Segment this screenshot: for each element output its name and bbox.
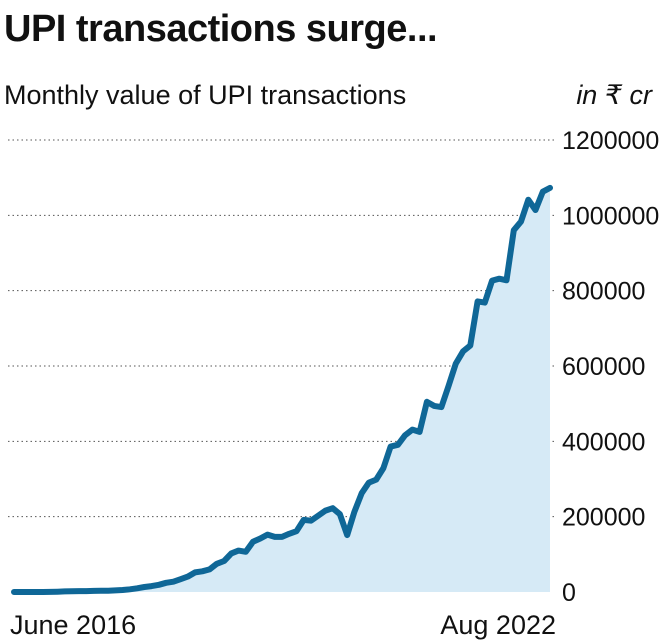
- gridlines: [8, 139, 556, 518]
- y-tick-label: 0: [562, 579, 576, 607]
- chart-title: UPI transactions surge...: [4, 8, 438, 50]
- series-line: [11, 184, 553, 595]
- chart-unit-label: in ₹ cr: [576, 80, 652, 110]
- series-area-fill: [14, 187, 550, 592]
- chart-subtitle: Monthly value of UPI transactions: [4, 80, 407, 110]
- y-tick-label: 1000000: [562, 202, 659, 230]
- y-tick-label: 200000: [562, 504, 645, 532]
- x-axis-start-label: June 2016: [10, 610, 136, 640]
- y-tick-label: 600000: [562, 353, 645, 381]
- x-axis-end-label: Aug 2022: [440, 610, 556, 640]
- y-tick-label: 400000: [562, 428, 645, 456]
- y-tick-label: 1200000: [562, 127, 659, 155]
- y-axis-ticks: 0 200000 400000 600000 800000 1000000 1200000: [562, 127, 659, 607]
- y-tick-label: 800000: [562, 278, 645, 306]
